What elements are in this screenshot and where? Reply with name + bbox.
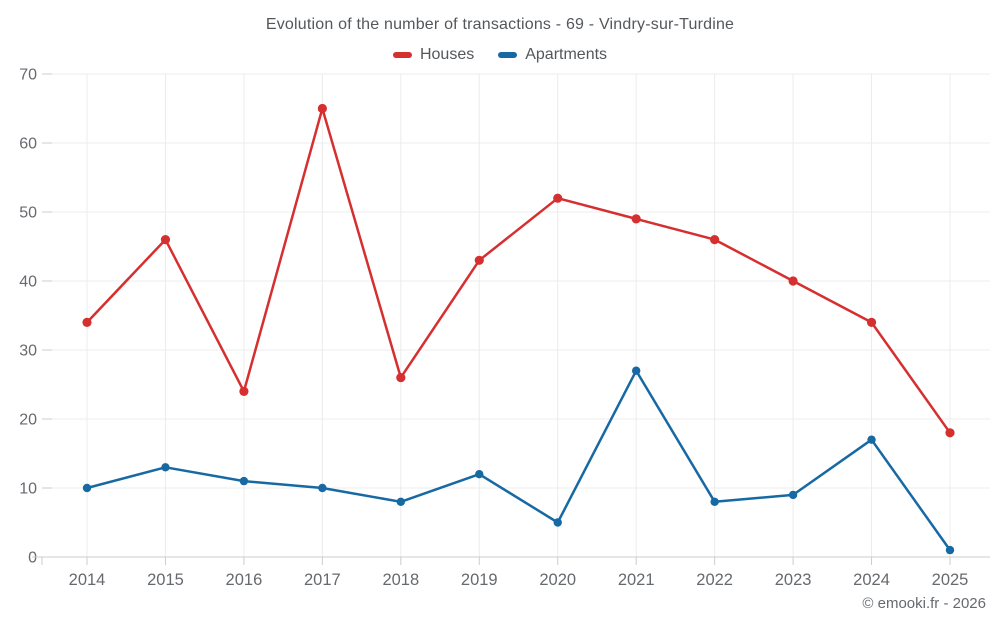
apartments-data-point[interactable] <box>631 366 641 375</box>
y-axis-label: 50 <box>19 205 37 222</box>
x-axis-label: 2017 <box>304 571 341 589</box>
apartments-data-point[interactable] <box>867 435 876 444</box>
apartments-data-point[interactable] <box>475 470 484 479</box>
y-axis-label: 30 <box>19 343 37 360</box>
apartments-data-point[interactable] <box>553 518 562 527</box>
houses-data-point[interactable] <box>553 193 563 203</box>
y-axis-label: 20 <box>19 412 37 429</box>
houses-legend-label: Houses <box>419 46 475 63</box>
houses-data-point[interactable] <box>866 317 877 327</box>
apartments-data-point[interactable] <box>396 497 406 506</box>
houses-data-point[interactable] <box>160 235 171 245</box>
chart-title: Evolution of the number of transactions … <box>265 16 735 33</box>
x-axis-label: 2016 <box>226 571 263 589</box>
apartments-legend-label: Apartments <box>525 46 608 63</box>
x-axis-label: 2023 <box>775 571 812 589</box>
x-axis-label: 2015 <box>147 571 184 589</box>
x-axis-label: 2022 <box>696 571 733 589</box>
x-axis-label: 2025 <box>932 571 969 589</box>
y-axis-label: 70 <box>19 67 37 84</box>
y-axis-label: 60 <box>19 136 37 153</box>
apartments-data-point[interactable] <box>161 463 170 472</box>
legend-item-houses[interactable]: Houses <box>392 46 475 64</box>
copyright-text: © emooki.fr - 2026 <box>862 595 986 612</box>
chart-legend: Houses Apartments <box>0 46 1000 64</box>
x-axis-label: 2014 <box>69 571 106 589</box>
houses-data-point[interactable] <box>239 386 249 396</box>
y-axis-label: 0 <box>28 550 37 567</box>
x-axis-label: 2019 <box>461 571 498 589</box>
apartments-series-line <box>85 369 952 552</box>
houses-data-point[interactable] <box>945 428 955 438</box>
legend-item-apartments[interactable]: Apartments <box>498 46 607 64</box>
apartments-data-point[interactable] <box>945 545 955 555</box>
x-axis-label: 2018 <box>382 571 419 589</box>
houses-legend-swatch <box>392 52 412 58</box>
houses-series-line <box>85 107 952 435</box>
y-axis-label: 40 <box>19 274 37 291</box>
houses-data-point[interactable] <box>710 235 720 245</box>
houses-data-point[interactable] <box>788 276 798 286</box>
apartments-legend-swatch <box>498 52 518 58</box>
houses-data-point[interactable] <box>396 373 406 383</box>
apartments-data-point[interactable] <box>239 476 249 486</box>
x-axis-label: 2020 <box>539 571 576 589</box>
apartments-data-point[interactable] <box>788 490 798 500</box>
y-axis-label: 10 <box>19 481 37 498</box>
x-axis-label: 2024 <box>853 571 890 589</box>
apartments-data-point[interactable] <box>318 483 327 493</box>
houses-data-point[interactable] <box>82 317 92 327</box>
houses-data-point[interactable] <box>317 103 327 114</box>
houses-data-point[interactable] <box>631 214 641 224</box>
houses-data-point[interactable] <box>474 255 484 265</box>
x-axis-label: 2021 <box>618 571 655 589</box>
apartments-data-point[interactable] <box>710 497 719 506</box>
apartments-data-point[interactable] <box>82 483 92 493</box>
